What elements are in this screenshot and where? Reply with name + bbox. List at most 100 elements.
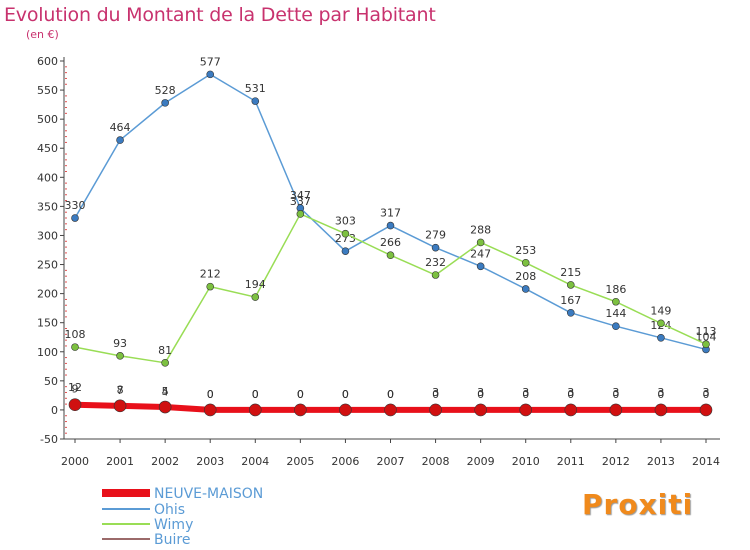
data-label-ohis: 279 xyxy=(425,229,446,242)
data-label-neuve-maison: 0 xyxy=(703,388,710,401)
y-tick-label: 50 xyxy=(44,375,58,388)
data-label-buire: 0 xyxy=(342,388,349,401)
y-tick-label: 150 xyxy=(37,317,58,330)
data-point-wimy xyxy=(386,251,395,260)
data-label-wimy: 212 xyxy=(200,268,221,281)
data-point-neuve-maison xyxy=(654,403,668,417)
data-label-ohis: 347 xyxy=(290,189,311,202)
data-label-wimy: 303 xyxy=(335,215,356,228)
data-point-wimy xyxy=(161,359,169,367)
x-tick-label: 2014 xyxy=(692,455,720,468)
data-label-neuve-maison: 0 xyxy=(342,388,349,401)
data-label-ohis: 577 xyxy=(200,55,221,68)
x-tick-label: 2005 xyxy=(286,455,314,468)
data-label-ohis: 208 xyxy=(515,270,536,283)
data-label-buire: 0 xyxy=(297,388,304,401)
data-point-ohis xyxy=(161,99,169,107)
legend-label: Buire xyxy=(154,532,190,548)
data-point-wimy xyxy=(341,229,350,238)
data-point-ohis xyxy=(116,136,124,144)
legend-label: NEUVE-MAISON xyxy=(154,486,263,502)
data-label-neuve-maison: 0 xyxy=(252,388,259,401)
data-label-neuve-maison: 0 xyxy=(522,388,529,401)
data-point-wimy xyxy=(476,238,485,247)
data-label-neuve-maison: 9 xyxy=(72,383,79,396)
data-label-ohis: 144 xyxy=(605,307,626,320)
y-tick-label: 500 xyxy=(37,113,58,126)
data-point-wimy xyxy=(206,282,215,291)
data-label-buire: 8 xyxy=(117,383,124,396)
data-point-ohis xyxy=(71,214,79,222)
data-point-wimy xyxy=(521,258,530,267)
data-point-ohis xyxy=(341,247,350,255)
data-label-buire: 3 xyxy=(522,386,529,399)
data-label-ohis: 330 xyxy=(65,199,86,212)
data-label-wimy: 337 xyxy=(290,195,311,208)
data-label-buire: 4 xyxy=(162,386,169,399)
data-label-buire: 3 xyxy=(477,386,484,399)
data-label-neuve-maison: 0 xyxy=(387,388,394,401)
data-point-neuve-maison xyxy=(68,398,82,411)
y-tick-label: 600 xyxy=(37,55,58,68)
data-label-ohis: 104 xyxy=(696,330,717,343)
x-tick-label: 2011 xyxy=(557,455,585,468)
data-label-ohis: 167 xyxy=(560,294,581,307)
data-point-ohis xyxy=(206,70,215,79)
data-label-neuve-maison: 0 xyxy=(432,388,439,401)
data-point-neuve-maison xyxy=(113,399,127,413)
data-label-buire: 0 xyxy=(207,388,214,401)
data-point-neuve-maison xyxy=(429,403,442,417)
data-label-buire: 0 xyxy=(252,388,259,401)
data-point-neuve-maison xyxy=(384,403,397,417)
data-label-buire: 3 xyxy=(703,386,710,399)
data-point-ohis xyxy=(251,97,260,105)
data-point-ohis xyxy=(431,243,440,252)
data-point-neuve-maison xyxy=(474,403,487,417)
data-point-ohis xyxy=(386,221,395,230)
data-point-neuve-maison xyxy=(203,403,217,417)
y-tick-label: 0 xyxy=(51,404,58,417)
data-point-neuve-maison xyxy=(248,403,262,417)
x-tick-label: 2002 xyxy=(151,455,179,468)
data-point-wimy xyxy=(612,297,620,306)
y-tick-label: 300 xyxy=(37,229,58,242)
data-point-neuve-maison xyxy=(609,403,623,417)
data-label-wimy: 194 xyxy=(245,278,266,291)
data-label-ohis: 247 xyxy=(470,247,491,260)
data-label-buire: 3 xyxy=(567,386,574,399)
data-label-neuve-maison: 0 xyxy=(612,388,619,401)
data-label-buire: 0 xyxy=(387,388,394,401)
data-label-neuve-maison: 5 xyxy=(162,385,169,398)
data-point-neuve-maison xyxy=(158,400,172,414)
data-point-neuve-maison xyxy=(564,403,578,417)
data-point-neuve-maison xyxy=(339,403,352,417)
data-label-neuve-maison: 0 xyxy=(207,388,214,401)
data-point-ohis xyxy=(657,334,665,342)
data-label-neuve-maison: 7 xyxy=(117,384,124,397)
data-label-neuve-maison: 0 xyxy=(657,388,664,401)
x-tick-label: 2010 xyxy=(512,455,540,468)
data-label-buire: 3 xyxy=(432,386,439,399)
data-label-wimy: 232 xyxy=(425,256,446,269)
data-label-wimy: 108 xyxy=(65,328,86,341)
data-point-wimy xyxy=(566,281,575,289)
data-point-neuve-maison xyxy=(294,403,307,417)
legend-label: Wimy xyxy=(154,517,193,533)
data-point-wimy xyxy=(702,340,710,349)
data-label-wimy: 215 xyxy=(560,266,581,279)
chart-subtitle: (en €) xyxy=(26,28,59,41)
logo: Proxiti xyxy=(582,488,693,521)
data-point-wimy xyxy=(296,210,305,218)
y-tick-label: 350 xyxy=(37,200,58,213)
data-label-wimy: 253 xyxy=(515,244,536,257)
data-point-wimy xyxy=(431,271,440,279)
y-tick-label: 100 xyxy=(37,346,58,359)
data-point-ohis xyxy=(566,309,575,317)
x-tick-label: 2001 xyxy=(106,455,134,468)
data-label-wimy: 81 xyxy=(158,344,172,357)
x-tick-label: 2009 xyxy=(467,455,495,468)
data-label-buire: 3 xyxy=(612,386,619,399)
y-tick-label: 250 xyxy=(37,259,58,272)
legend-label: Ohis xyxy=(154,502,185,518)
